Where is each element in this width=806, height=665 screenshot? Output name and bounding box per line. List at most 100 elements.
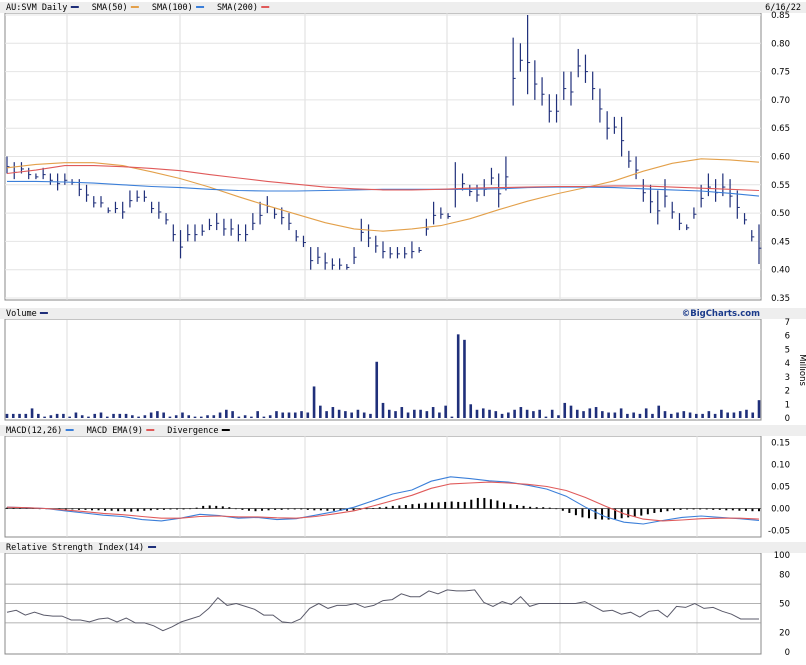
y-tick-label: -0.05: [768, 527, 790, 537]
volume-bar: [293, 412, 297, 418]
divergence-bar: [640, 508, 643, 516]
divergence-bar: [162, 508, 165, 510]
volume-bar: [356, 409, 360, 418]
divergence-bar: [38, 508, 41, 510]
divergence-bar: [287, 508, 290, 510]
volume-bar: [80, 415, 84, 418]
divergence-bar: [346, 508, 349, 511]
y-tick-label: 0.65: [771, 124, 790, 134]
divergence-bar: [261, 508, 264, 511]
y-tick-label: 0.05: [771, 483, 790, 493]
divergence-bar: [319, 508, 322, 511]
divergence-bar: [300, 508, 303, 510]
divergence-bar: [535, 507, 538, 509]
y-tick-label: 7: [785, 318, 790, 328]
divergence-bar: [130, 508, 133, 512]
divergence-bar: [280, 508, 283, 510]
volume-bar: [582, 411, 585, 418]
volume-bar: [268, 415, 272, 418]
divergence-bar: [659, 508, 662, 513]
divergence-bar: [208, 505, 211, 509]
divergence-bar: [679, 508, 682, 510]
volume-bar: [632, 412, 635, 418]
divergence-bar: [189, 508, 192, 510]
divergence-bar: [718, 508, 721, 510]
volume-bar: [594, 407, 598, 418]
rsi-header-bar: [0, 542, 806, 553]
divergence-bar: [725, 508, 728, 511]
y-tick-label: 0.75: [771, 68, 790, 78]
divergence-bar: [646, 508, 649, 515]
volume-bar: [331, 407, 335, 418]
divergence-bar: [633, 508, 636, 517]
divergence-bar: [293, 508, 296, 510]
divergence-bar: [614, 508, 617, 520]
volume-bar: [212, 415, 216, 418]
volume-bar: [55, 413, 59, 418]
divergence-bar: [686, 508, 689, 510]
divergence-bar: [352, 508, 355, 511]
volume-bar: [275, 411, 278, 418]
volume-bar: [87, 416, 90, 418]
divergence-bar: [502, 502, 505, 509]
volume-bar: [112, 413, 115, 418]
volume-bar: [325, 411, 328, 418]
volume-bar: [431, 407, 435, 418]
divergence-bar: [6, 507, 8, 509]
volume-bar: [256, 411, 259, 418]
volume-bar: [707, 411, 711, 418]
y-tick-label: 4: [785, 359, 790, 369]
divergence-bar: [156, 508, 159, 510]
volume-bar: [11, 413, 15, 418]
divergence-bar: [64, 508, 67, 510]
volume-bar: [695, 413, 698, 418]
volume-bar: [607, 412, 610, 418]
volume-bar: [5, 413, 9, 418]
divergence-bar: [627, 508, 630, 518]
volume-bar: [601, 411, 604, 418]
volume-bar: [394, 411, 397, 418]
volume-bar: [344, 411, 347, 418]
volume-bar: [62, 413, 65, 418]
divergence-bar: [561, 508, 564, 511]
divergence-bar: [91, 508, 94, 511]
volume-bar: [225, 409, 228, 418]
divergence-bar: [581, 508, 584, 518]
volume-bar: [613, 412, 617, 418]
sma200-line: [6, 165, 760, 192]
volume-bar: [24, 413, 28, 418]
divergence-bar: [587, 508, 590, 519]
legend-label: Divergence: [167, 426, 218, 436]
volume-bar: [550, 409, 554, 418]
volume-bar: [243, 415, 247, 418]
divergence-bar: [143, 508, 146, 511]
volume-bar: [187, 415, 191, 418]
y-tick-label: 3: [785, 373, 790, 383]
chart-marks: [5, 15, 762, 632]
volume-bar: [193, 416, 197, 418]
divergence-bar: [110, 508, 113, 511]
volume-bar: [350, 412, 353, 418]
divergence-bar: [195, 507, 198, 509]
volume-bar: [206, 415, 209, 418]
divergence-bar: [71, 508, 74, 510]
volume-bar: [149, 412, 153, 418]
volume-unit-label: Millions: [797, 354, 806, 386]
y-tick-label: 0: [785, 414, 790, 424]
volume-bar: [619, 408, 623, 418]
divergence-bar: [705, 508, 708, 510]
divergence-bar: [529, 506, 532, 509]
volume-bar: [663, 411, 667, 418]
divergence-bar: [574, 508, 577, 516]
volume-bar: [400, 407, 404, 418]
volume-bar: [168, 416, 172, 418]
y-tick-label: 20: [779, 629, 790, 639]
y-tick-label: 5: [785, 345, 790, 355]
volume-bar: [375, 361, 379, 418]
divergence-bar: [692, 508, 695, 510]
volume-bar: [544, 416, 548, 418]
volume-bar: [557, 415, 560, 418]
divergence-bar: [398, 505, 401, 509]
y-tick-label: 0.50: [771, 209, 790, 219]
legend-label: SMA(200): [217, 3, 258, 13]
